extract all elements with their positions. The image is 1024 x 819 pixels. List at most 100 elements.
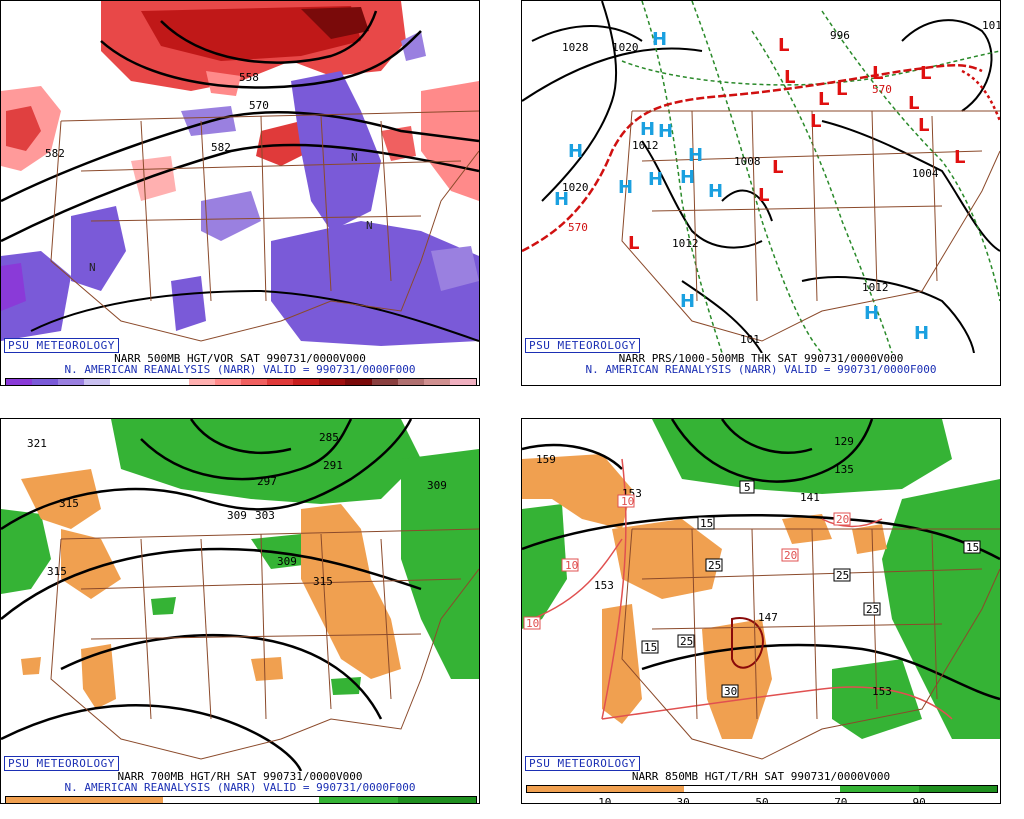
svg-text:147: 147: [758, 611, 778, 624]
panel-mslp-thickness: 1028 1020 996 1012 1020 1008 1004 1012 1…: [521, 0, 1001, 386]
svg-text:309: 309: [227, 509, 247, 522]
svg-text:H: H: [688, 145, 703, 166]
temp-label-box: 10: [617, 494, 635, 508]
svg-text:L: L: [758, 185, 769, 206]
psu-meteorology-badge: PSU METEOROLOGY: [525, 756, 640, 771]
low-pressure-marker: L: [778, 35, 789, 56]
svg-text:15: 15: [644, 641, 657, 654]
svg-text:H: H: [640, 119, 655, 140]
svg-text:15: 15: [700, 517, 713, 530]
svg-text:10: 10: [526, 617, 539, 630]
svg-text:291: 291: [323, 459, 343, 472]
svg-text:L: L: [784, 67, 795, 88]
svg-text:315: 315: [59, 497, 79, 510]
svg-text:1004: 1004: [912, 167, 939, 180]
rh850-map-svg: 159 129 135 141 147 153 153 153 10 10 5 …: [522, 419, 1000, 771]
rh700-map-svg: 321 285 297 315 309 303 309 315 315 309 …: [1, 419, 479, 771]
caption-product: NARR 500MB HGT/VOR SAT 990731/0000V000: [114, 352, 366, 365]
svg-text:1012: 1012: [672, 237, 699, 250]
svg-text:159: 159: [536, 453, 556, 466]
map-850mb: 159 129 135 141 147 153 153 153 10 10 5 …: [522, 419, 1000, 771]
svg-text:558: 558: [239, 71, 259, 84]
svg-text:L: L: [920, 63, 931, 84]
map-700mb: 321 285 297 315 309 303 309 315 315 309 …: [1, 419, 479, 771]
svg-text:L: L: [772, 157, 783, 178]
caption-product: NARR PRS/1000-500MB THK SAT 990731/0000V…: [618, 352, 904, 365]
rh-color-scale: [526, 785, 998, 793]
svg-text:L: L: [872, 63, 883, 84]
svg-text:321: 321: [27, 437, 47, 450]
svg-text:20: 20: [784, 549, 797, 562]
vorticity-map-svg: 582 570 558 582 N N N: [1, 1, 479, 353]
svg-text:H: H: [618, 177, 633, 198]
svg-text:H: H: [658, 121, 673, 142]
svg-text:H: H: [554, 189, 569, 210]
psu-meteorology-badge: PSU METEOROLOGY: [4, 338, 119, 353]
caption-valid: N. AMERICAN REANALYSIS (NARR) VALID = 99…: [585, 363, 937, 376]
mslp-map-svg: 1028 1020 996 1012 1020 1008 1004 1012 1…: [522, 1, 1000, 353]
svg-text:1008: 1008: [734, 155, 761, 168]
svg-text:582: 582: [211, 141, 231, 154]
caption-product: NARR 850MB HGT/T/RH SAT 990731/0000V000: [631, 770, 891, 783]
high-pressure-marker: H: [652, 29, 667, 50]
svg-text:5: 5: [744, 481, 751, 494]
svg-text:H: H: [680, 291, 695, 312]
panel-500mb-vorticity: 582 570 558 582 N N N PSU METEOROLOGY NA…: [0, 0, 480, 386]
svg-text:309: 309: [427, 479, 447, 492]
svg-text:L: L: [918, 115, 929, 136]
svg-text:570: 570: [568, 221, 588, 234]
svg-text:129: 129: [834, 435, 854, 448]
color-scale: [5, 378, 477, 385]
moist-area-north: [652, 419, 952, 494]
svg-text:1016: 1016: [982, 19, 1000, 32]
svg-text:153: 153: [872, 685, 892, 698]
svg-text:30: 30: [724, 685, 737, 698]
svg-text:H: H: [648, 169, 663, 190]
svg-text:H: H: [708, 181, 723, 202]
map-500mb: 582 570 558 582 N N N: [1, 1, 479, 353]
svg-text:H: H: [914, 323, 929, 344]
map-mslp: 1028 1020 996 1012 1020 1008 1004 1012 1…: [522, 1, 1000, 353]
svg-text:303: 303: [255, 509, 275, 522]
svg-text:101: 101: [740, 333, 760, 346]
svg-text:N: N: [89, 261, 96, 274]
svg-text:1012: 1012: [632, 139, 659, 152]
svg-text:25: 25: [680, 635, 693, 648]
svg-text:1028: 1028: [562, 41, 589, 54]
psu-meteorology-badge: PSU METEOROLOGY: [4, 756, 119, 771]
svg-text:N: N: [351, 151, 358, 164]
svg-text:25: 25: [836, 569, 849, 582]
svg-text:153: 153: [594, 579, 614, 592]
svg-text:1020: 1020: [562, 181, 589, 194]
svg-text:570: 570: [249, 99, 269, 112]
svg-text:H: H: [864, 303, 879, 324]
svg-text:570: 570: [872, 83, 892, 96]
svg-text:315: 315: [313, 575, 333, 588]
dry-area: [21, 469, 101, 529]
rh-color-scale: [5, 796, 477, 803]
caption-valid: N. AMERICAN REANALYSIS (NARR) VALID = 99…: [64, 781, 416, 794]
svg-text:1012: 1012: [862, 281, 889, 294]
svg-text:141: 141: [800, 491, 820, 504]
panel-700mb-rh: 321 285 297 315 309 303 309 315 315 309 …: [0, 418, 480, 804]
panel-850mb-rh: 159 129 135 141 147 153 153 153 10 10 5 …: [521, 418, 1001, 804]
svg-text:10: 10: [565, 559, 578, 572]
svg-text:N: N: [366, 219, 373, 232]
svg-text:L: L: [908, 93, 919, 114]
svg-text:L: L: [836, 79, 847, 100]
caption-product: NARR 700MB HGT/RH SAT 990731/0000V000: [117, 770, 363, 783]
svg-text:20: 20: [836, 513, 849, 526]
svg-text:309: 309: [277, 555, 297, 568]
svg-text:H: H: [568, 141, 583, 162]
svg-text:L: L: [954, 147, 965, 168]
scale-ticks: 10 30 50 70 90: [598, 796, 926, 804]
svg-text:25: 25: [708, 559, 721, 572]
svg-text:L: L: [810, 111, 821, 132]
svg-text:315: 315: [47, 565, 67, 578]
svg-text:25: 25: [866, 603, 879, 616]
contour-label: 582: [45, 147, 65, 160]
svg-text:15: 15: [966, 541, 979, 554]
svg-text:996: 996: [830, 29, 850, 42]
caption-valid: N. AMERICAN REANALYSIS (NARR) VALID = 99…: [64, 363, 416, 376]
svg-text:H: H: [680, 167, 695, 188]
